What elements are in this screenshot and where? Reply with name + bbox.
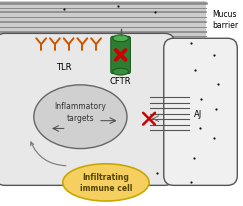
Ellipse shape <box>34 85 127 149</box>
FancyBboxPatch shape <box>111 37 130 74</box>
Text: Infiltrating
immune cell: Infiltrating immune cell <box>80 173 132 193</box>
FancyBboxPatch shape <box>164 39 237 185</box>
Text: TLR: TLR <box>56 62 71 71</box>
Text: AJ: AJ <box>194 110 202 119</box>
Ellipse shape <box>113 69 129 76</box>
Text: CFTR: CFTR <box>110 76 131 85</box>
FancyBboxPatch shape <box>0 34 174 185</box>
Bar <box>0 2 206 39</box>
Text: Inflammatory
targets: Inflammatory targets <box>54 102 106 123</box>
Text: Mucus
barrier: Mucus barrier <box>212 9 238 30</box>
Ellipse shape <box>113 36 129 42</box>
FancyArrowPatch shape <box>31 142 66 166</box>
Ellipse shape <box>63 164 149 201</box>
